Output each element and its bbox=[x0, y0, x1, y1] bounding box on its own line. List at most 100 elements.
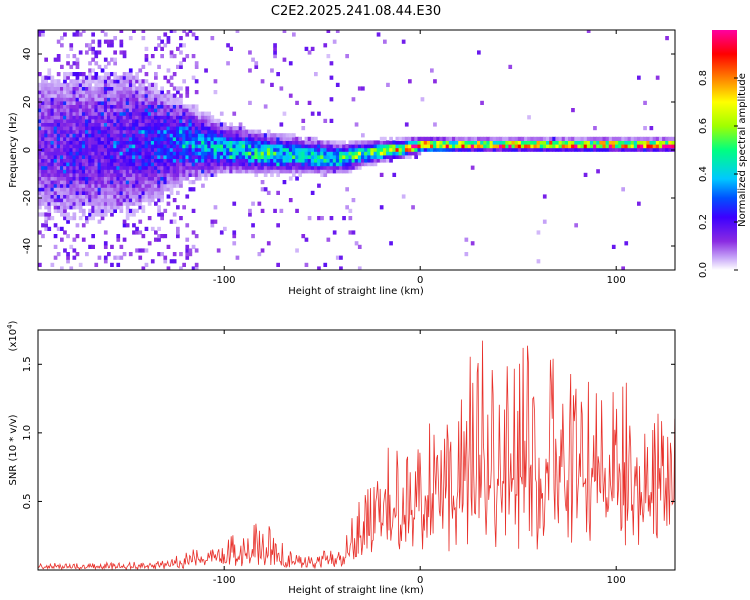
spectrogram-cell bbox=[38, 140, 42, 145]
spectrogram-cell bbox=[107, 205, 111, 210]
spectrogram-cell bbox=[72, 165, 77, 170]
spectrogram-cell bbox=[88, 126, 92, 131]
spectrogram-cell bbox=[78, 111, 83, 116]
spectrogram-cell bbox=[75, 97, 80, 102]
spectrogram-cell bbox=[78, 82, 83, 87]
spectrogram-cell bbox=[128, 190, 133, 195]
spectrogram-cell bbox=[223, 144, 227, 149]
spectrogram-cell bbox=[219, 165, 224, 170]
spectrogram-cell bbox=[530, 136, 535, 141]
spectrogram-cell bbox=[113, 144, 117, 149]
spectrogram-cell bbox=[379, 140, 384, 145]
spectrogram-cell bbox=[219, 129, 224, 134]
spectrogram-cell bbox=[47, 68, 52, 73]
spectrogram-cell bbox=[176, 162, 180, 167]
spectrogram-cell bbox=[354, 162, 359, 167]
spectrogram-cell bbox=[295, 169, 299, 174]
spectrogram-cell bbox=[304, 144, 309, 149]
spectrogram-cell bbox=[176, 140, 180, 145]
spectrogram-cell bbox=[533, 147, 538, 152]
spectrogram-cell bbox=[169, 147, 174, 152]
spectrogram-cell bbox=[182, 172, 186, 177]
spectrogram-cell bbox=[116, 234, 121, 239]
spectrogram-cell bbox=[154, 194, 158, 199]
spectrogram-cell bbox=[169, 129, 174, 134]
spectrogram-cell bbox=[56, 111, 61, 116]
spectrogram-cell bbox=[210, 140, 215, 145]
spectrogram-cell bbox=[141, 162, 146, 167]
spectrogram-cell bbox=[63, 90, 67, 95]
spectrogram-cell bbox=[85, 165, 89, 170]
y-tick-label: 20 bbox=[22, 96, 33, 109]
spectrogram-cell bbox=[204, 118, 208, 123]
x-tick-label: -100 bbox=[213, 275, 236, 286]
spectrogram-cell bbox=[44, 194, 48, 199]
spectrogram-cell bbox=[113, 151, 117, 156]
spectrogram-cell bbox=[163, 100, 168, 105]
spectrogram-cell bbox=[157, 144, 161, 149]
spectrogram-cell bbox=[78, 201, 83, 206]
spectrogram-cell bbox=[47, 169, 52, 174]
spectrogram-cell bbox=[652, 140, 657, 145]
spectrogram-cell bbox=[144, 126, 149, 131]
spectrogram-cell bbox=[621, 147, 625, 152]
spectrogram-cell bbox=[150, 97, 155, 102]
spectrogram-cell bbox=[665, 144, 669, 149]
spectrogram-cell bbox=[401, 147, 406, 152]
spectrogram-cell bbox=[72, 140, 77, 145]
spectrogram-cell bbox=[110, 129, 114, 134]
spectrogram-cell bbox=[128, 154, 133, 159]
spectrogram-cell bbox=[658, 140, 663, 145]
spectrogram-cell bbox=[304, 140, 309, 145]
spectrogram-cell bbox=[370, 140, 375, 145]
spectrogram-cell bbox=[81, 140, 86, 145]
spectrogram-cell bbox=[128, 212, 133, 217]
spectrogram-cell bbox=[172, 111, 177, 116]
spectrogram-cell bbox=[69, 165, 74, 170]
spectrogram-cell bbox=[216, 126, 221, 131]
spectrogram-cell bbox=[38, 212, 42, 217]
spectrogram-cell bbox=[38, 82, 42, 87]
spectrogram-cell bbox=[116, 100, 121, 105]
spectrogram-cell bbox=[85, 187, 89, 192]
spectrogram-cell bbox=[426, 136, 431, 141]
chart-title: C2E2.2025.241.08.44.E30 bbox=[271, 4, 441, 19]
spectrogram-cell bbox=[132, 154, 136, 159]
spectrogram-cell bbox=[47, 201, 52, 206]
spectrogram-cell bbox=[492, 136, 497, 141]
spectrogram-cell bbox=[593, 140, 597, 145]
spectrogram-cell bbox=[201, 154, 205, 159]
spectrogram-cell bbox=[138, 190, 143, 195]
spectrogram-cell bbox=[401, 154, 406, 159]
spectrogram-cell bbox=[53, 100, 58, 105]
spectrogram-cell bbox=[81, 72, 86, 77]
spectrogram-cell bbox=[307, 147, 312, 152]
spectrogram-cell bbox=[542, 219, 547, 224]
spectrogram-cell bbox=[97, 115, 102, 120]
spectrogram-cell bbox=[364, 151, 368, 156]
spectrogram-cell bbox=[110, 180, 114, 185]
spectrogram-cell bbox=[56, 39, 61, 44]
spectrogram-cell bbox=[611, 144, 616, 149]
spectrogram-cell bbox=[254, 61, 259, 66]
spectrogram-cell bbox=[103, 183, 108, 188]
spectrogram-cell bbox=[185, 162, 190, 167]
spectrogram-cell bbox=[351, 162, 356, 167]
spectrogram-cell bbox=[60, 126, 64, 131]
spectrogram-cell bbox=[160, 90, 164, 95]
spectrogram-cell bbox=[160, 46, 164, 51]
spectrogram-cell bbox=[157, 187, 161, 192]
spectrogram-cell bbox=[141, 136, 146, 141]
spectrogram-cell bbox=[235, 165, 240, 170]
spectrogram-cell bbox=[401, 140, 406, 145]
spectrogram-cell bbox=[144, 144, 149, 149]
spectrogram-cell bbox=[78, 180, 83, 185]
spectrogram-cell bbox=[320, 216, 324, 221]
spectrogram-cell bbox=[157, 198, 161, 203]
spectrogram-cell bbox=[586, 147, 591, 152]
spectrogram-cell bbox=[103, 136, 108, 141]
spectrogram-cell bbox=[185, 129, 190, 134]
spectrogram-cell bbox=[113, 136, 117, 141]
spectrogram-cell bbox=[295, 144, 299, 149]
